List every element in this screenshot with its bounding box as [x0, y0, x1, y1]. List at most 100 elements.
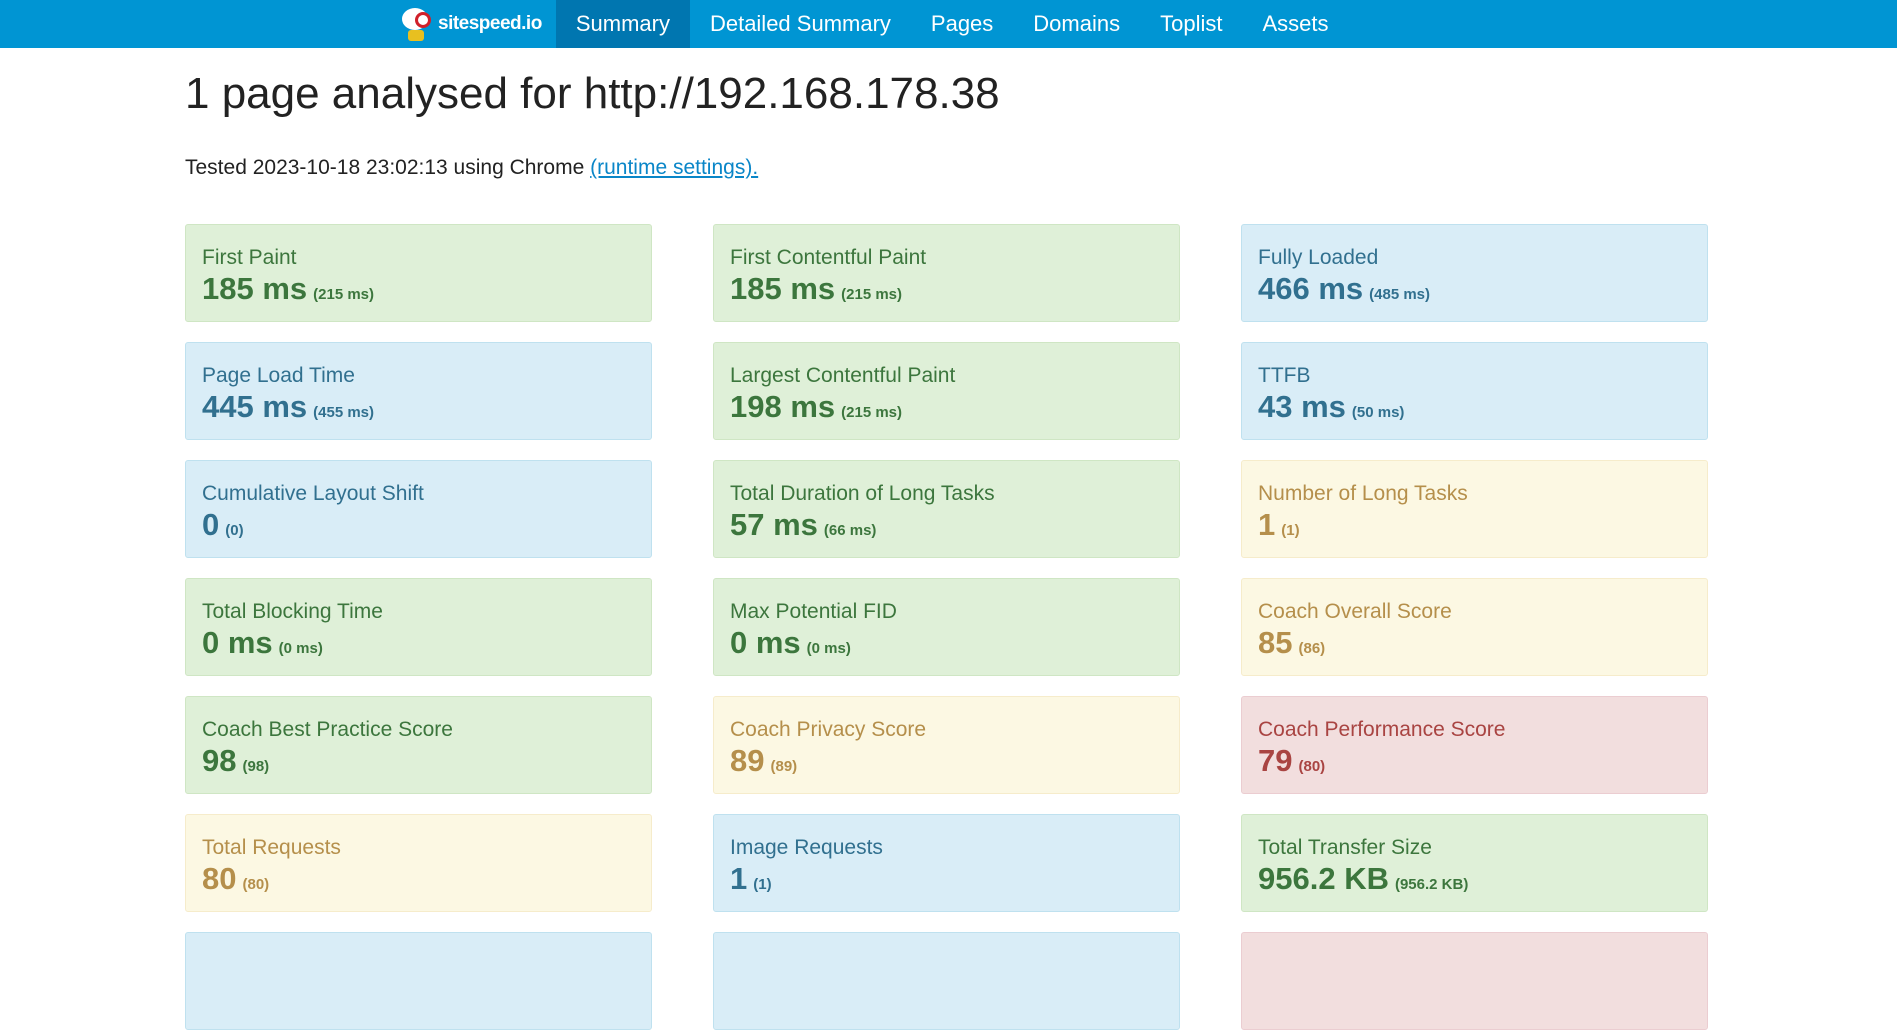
metric-label: Coach Privacy Score: [730, 718, 927, 741]
tested-info: Tested 2023-10-18 23:02:13 using Chrome …: [185, 156, 1710, 180]
metric-secondary: (956.2 KB): [1394, 876, 1469, 893]
metric-secondary: (455 ms): [313, 404, 375, 421]
metric-card: Coach Performance Score 79 (80): [1241, 696, 1708, 794]
runtime-settings-link[interactable]: (runtime settings).: [590, 156, 759, 179]
nav-toplist[interactable]: Toplist: [1160, 11, 1223, 36]
metric-label: Total Transfer Size: [1258, 836, 1432, 859]
metric-median: 1: [1258, 507, 1276, 542]
metric-secondary: (485 ms): [1369, 286, 1431, 303]
metric-secondary: (1): [1281, 522, 1300, 539]
tested-text: Tested 2023-10-18 23:02:13 using Chrome: [185, 156, 591, 179]
metric-value: 0 (0): [202, 507, 635, 549]
metric-card: Image Requests 1 (1): [713, 814, 1180, 912]
metric-median: 85: [1258, 625, 1293, 660]
metric-median: 80: [202, 861, 237, 896]
metric-card: Total Requests 80 (80): [185, 814, 652, 912]
metric-card: Page Load Time 445 ms (455 ms): [185, 342, 652, 440]
metric-card: Largest Contentful Paint 198 ms (215 ms): [713, 342, 1180, 440]
top-nav: sitespeed.io Summary Detailed Summary Page…: [0, 0, 1897, 48]
metric-secondary: (0 ms): [278, 640, 323, 657]
metric-label: Max Potential FID: [730, 600, 897, 623]
nav-detailed-summary[interactable]: Detailed Summary: [709, 11, 891, 36]
metric-secondary: (215 ms): [313, 286, 375, 303]
metric-label: Fully Loaded: [1258, 246, 1379, 269]
metric-label: Total Duration of Long Tasks: [730, 482, 995, 505]
metric-value: 79 (80): [1258, 743, 1691, 785]
metric-secondary: (0 ms): [806, 640, 851, 657]
metric-card: [185, 932, 652, 1030]
metric-value: 185 ms (215 ms): [730, 271, 1163, 313]
metric-median: 185 ms: [730, 271, 836, 306]
metric-secondary: (98): [242, 758, 270, 775]
metric-label: Image Requests: [730, 836, 883, 859]
metric-secondary: (0): [225, 522, 244, 539]
metric-label: Largest Contentful Paint: [730, 364, 956, 387]
metric-label: Coach Best Practice Score: [202, 718, 453, 741]
metric-label: Cumulative Layout Shift: [202, 482, 424, 505]
metric-secondary: (215 ms): [841, 404, 903, 421]
metric-secondary: (80): [1298, 758, 1326, 775]
metric-label: Coach Performance Score: [1258, 718, 1506, 741]
metric-median: 0 ms: [202, 625, 273, 660]
metric-card: Total Duration of Long Tasks 57 ms (66 ms): [713, 460, 1180, 558]
metric-secondary: (80): [242, 876, 270, 893]
metric-median: 1: [730, 861, 748, 896]
metric-card: Max Potential FID 0 ms (0 ms): [713, 578, 1180, 676]
metric-card: First Contentful Paint 185 ms (215 ms): [713, 224, 1180, 322]
metric-value: 57 ms (66 ms): [730, 507, 1163, 549]
metric-median: 98: [202, 743, 237, 778]
metric-value: 466 ms (485 ms): [1258, 271, 1691, 313]
metric-median: 466 ms: [1258, 271, 1364, 306]
brand-logo[interactable]: sitespeed.io: [400, 0, 556, 48]
metric-value: 445 ms (455 ms): [202, 389, 635, 431]
metrics-grid: First Paint 185 ms (215 ms) First Contentfu…: [185, 224, 1710, 1030]
metric-card: [713, 932, 1180, 1030]
metric-label: Total Requests: [202, 836, 341, 859]
nav-pages[interactable]: Pages: [930, 11, 994, 36]
metric-value: 89 (89): [730, 743, 1163, 785]
metric-label: First Paint: [202, 246, 297, 269]
metric-card: Number of Long Tasks 1 (1): [1241, 460, 1708, 558]
metric-label: TTFB: [1258, 364, 1311, 387]
metric-median: 79: [1258, 743, 1293, 778]
metric-secondary: (215 ms): [841, 286, 903, 303]
metric-card: Cumulative Layout Shift 0 (0): [185, 460, 652, 558]
metric-value: 80 (80): [202, 861, 635, 903]
metric-secondary: (1): [753, 876, 772, 893]
metric-secondary: (50 ms): [1351, 404, 1405, 421]
metric-card: Fully Loaded 466 ms (485 ms): [1241, 224, 1708, 322]
metric-value: 43 ms (50 ms): [1258, 389, 1691, 431]
sitespeed-mascot-icon: [400, 6, 432, 42]
nav-domains[interactable]: Domains: [1033, 11, 1121, 36]
metric-card: TTFB 43 ms (50 ms): [1241, 342, 1708, 440]
metric-median: 445 ms: [202, 389, 308, 424]
metric-card: [1241, 932, 1708, 1030]
metric-value: 85 (86): [1258, 625, 1691, 667]
page-title: 1 page analysed for http://192.168.178.3…: [185, 69, 1000, 118]
nav-assets[interactable]: Assets: [1262, 11, 1329, 36]
metric-value: 98 (98): [202, 743, 635, 785]
metric-secondary: (89): [770, 758, 798, 775]
metric-median: 0: [202, 507, 220, 542]
metric-median: 198 ms: [730, 389, 836, 424]
metric-median: 57 ms: [730, 507, 818, 542]
metric-value: 0 ms (0 ms): [202, 625, 635, 667]
brand-name: sitespeed.io: [438, 13, 542, 34]
metric-value: 956.2 KB (956.2 KB): [1258, 861, 1691, 903]
metric-value: 198 ms (215 ms): [730, 389, 1163, 431]
nav-summary[interactable]: Summary: [555, 0, 690, 48]
metric-value: 185 ms (215 ms): [202, 271, 635, 313]
metric-card: Coach Overall Score 85 (86): [1241, 578, 1708, 676]
metric-median: 185 ms: [202, 271, 308, 306]
metric-median: 89: [730, 743, 765, 778]
metric-median: 956.2 KB: [1258, 861, 1389, 896]
metric-label: Total Blocking Time: [202, 600, 383, 623]
metric-card: Total Transfer Size 956.2 KB (956.2 KB): [1241, 814, 1708, 912]
metric-card: Coach Best Practice Score 98 (98): [185, 696, 652, 794]
metric-card: Coach Privacy Score 89 (89): [713, 696, 1180, 794]
metric-card: Total Blocking Time 0 ms (0 ms): [185, 578, 652, 676]
metric-label: Number of Long Tasks: [1258, 482, 1468, 505]
metric-label: Page Load Time: [202, 364, 355, 387]
metric-card: First Paint 185 ms (215 ms): [185, 224, 652, 322]
metric-value: 0 ms (0 ms): [730, 625, 1163, 667]
